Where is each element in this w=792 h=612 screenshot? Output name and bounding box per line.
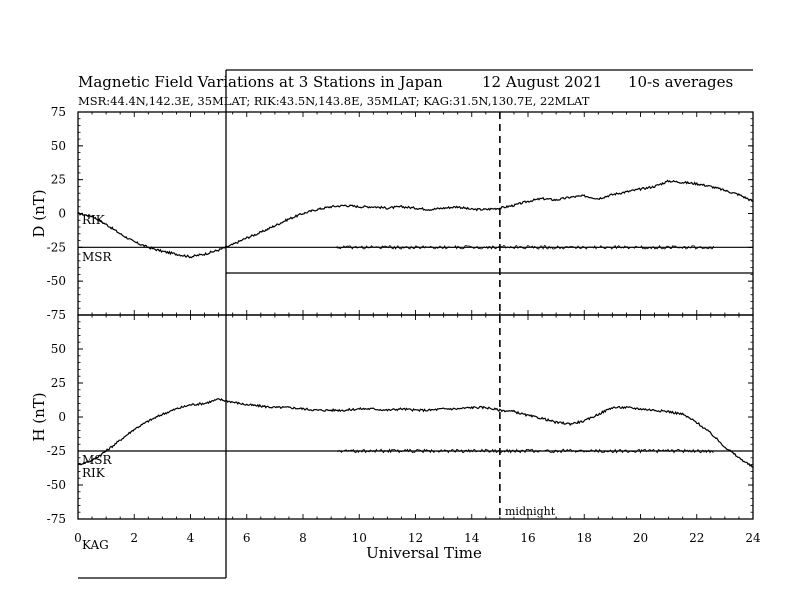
y-tick-label: -25 <box>47 240 66 254</box>
y-tick-label: -25 <box>47 444 66 458</box>
x-tick-label: 12 <box>408 531 423 545</box>
chart-title: Magnetic Field Variations at 3 Stations … <box>78 73 443 91</box>
station-label-msr: MSR <box>82 453 113 467</box>
x-tick-label: 10 <box>352 531 367 545</box>
x-tick-label: 22 <box>689 531 704 545</box>
series-msr-line <box>336 448 714 454</box>
overlay-frames <box>78 69 753 579</box>
y-axis-label: H (nT) <box>30 392 48 441</box>
chart-subtitle: MSR:44.4N,142.3E, 35MLAT; RIK:43.5N,143.… <box>78 94 590 108</box>
x-tick-label: 4 <box>187 531 195 545</box>
panel-frame <box>77 314 754 520</box>
x-tick-label: 16 <box>520 531 535 545</box>
y-tick-label: 0 <box>58 410 66 424</box>
kag-station-label: KAG <box>82 538 109 552</box>
y-tick-label: 75 <box>51 105 66 119</box>
panel-frame <box>77 111 754 316</box>
y-axis-label: D (nT) <box>30 189 48 237</box>
x-tick-label: 24 <box>745 531 761 545</box>
chart-averaging: 10-s averages <box>628 73 733 91</box>
series-rik-line <box>77 179 754 259</box>
y-tick-label: 0 <box>58 207 66 221</box>
x-tick-label: 0 <box>74 531 82 545</box>
panel-1: 75 50 25 0 -25 -50 -75 D (nT) RIK MSR <box>30 105 754 322</box>
x-tick-label: 20 <box>633 531 648 545</box>
station-label-msr: MSR <box>82 250 113 264</box>
x-tick-label: 14 <box>464 531 480 545</box>
x-tick-label: 6 <box>243 531 251 545</box>
series-rik-line <box>77 398 754 468</box>
y-tick-label: 25 <box>51 173 66 187</box>
x-tick-label: 8 <box>299 531 307 545</box>
chart-date: 12 August 2021 <box>482 73 602 91</box>
y-tick-label: 25 <box>51 376 66 390</box>
series-msr-line <box>336 244 714 250</box>
y-tick-label: -75 <box>47 308 66 322</box>
y-tick-label: -75 <box>47 512 66 526</box>
x-tick-label: 18 <box>577 531 592 545</box>
station-label-rik: RIK <box>82 213 106 227</box>
midnight-annotation: midnight <box>505 505 556 518</box>
y-tick-label: 50 <box>51 139 66 153</box>
x-axis-label: Universal Time <box>366 544 482 562</box>
x-tick-labels: 0 2 4 6 8 10 12 14 16 18 20 22 24 <box>74 531 761 545</box>
station-label-rik: RIK <box>82 466 106 480</box>
y-tick-label: 50 <box>51 342 66 356</box>
y-tick-label: -50 <box>47 478 66 492</box>
x-tick-label: 2 <box>130 531 138 545</box>
y-tick-label: -50 <box>47 274 66 288</box>
